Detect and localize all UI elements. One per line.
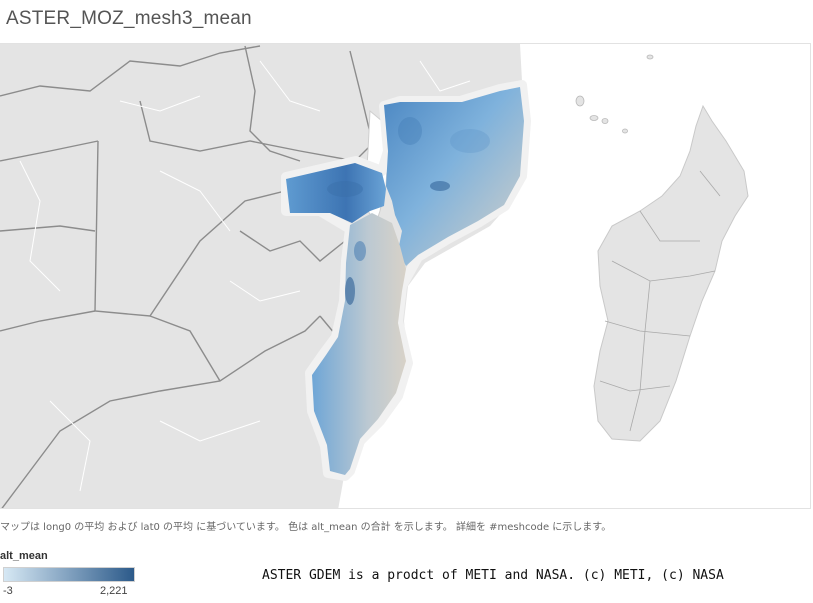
map-view[interactable]	[0, 43, 811, 509]
mozambique-halo	[281, 80, 531, 481]
legend-max-value: 2,221	[100, 585, 128, 597]
legend-min-value: -3	[3, 585, 13, 597]
madagascar-island	[593, 104, 749, 442]
madagascar-regions	[599, 170, 721, 432]
mozambique-elevation	[286, 87, 524, 475]
map-caption: マップは long0 の平均 および lat0 の平均 に基づいています。 色は…	[0, 522, 612, 533]
legend-title: alt_mean	[0, 550, 48, 562]
regional-borders	[19, 60, 471, 492]
comoros-islands	[575, 54, 654, 134]
legend-color-ramp[interactable]	[3, 567, 135, 582]
map-title: ASTER_MOZ_mesh3_mean	[6, 8, 252, 29]
map-canvas[interactable]	[0, 44, 811, 509]
data-credit: ASTER GDEM is a prodct of METI and NASA.…	[262, 568, 724, 583]
